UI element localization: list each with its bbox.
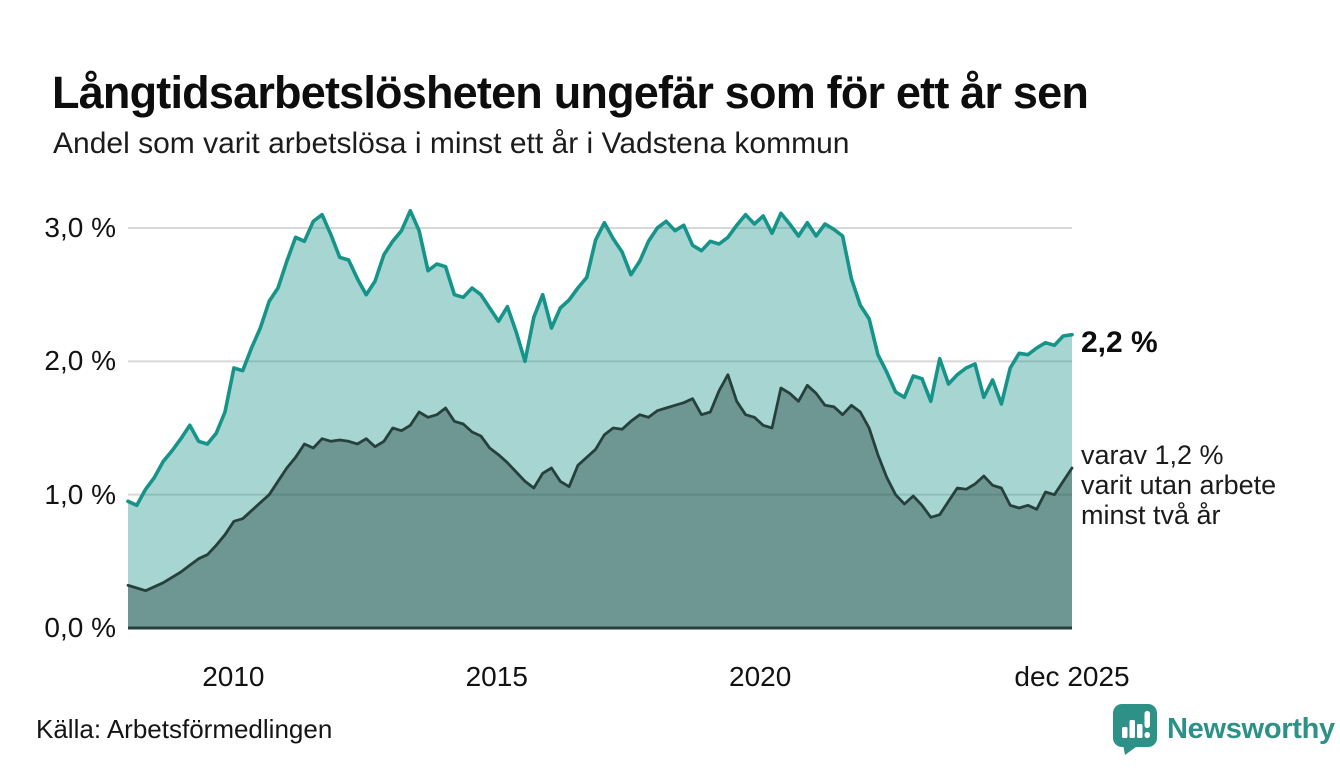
y-axis-tick-label: 2,0 % — [44, 345, 116, 377]
page-title: Långtidsarbetslösheten ungefär som för e… — [52, 67, 1089, 119]
newsworthy-logo: Newsworthy — [1112, 703, 1335, 755]
logo-exclamation-line — [1144, 711, 1150, 728]
series-line-one-year — [126, 208, 1074, 508]
x-axis-tick-label: 2020 — [728, 661, 792, 692]
source-label: Källa: Arbetsförmedlingen — [36, 714, 333, 744]
logo-bar-medium — [1137, 724, 1143, 738]
endpoint-secondary-label: varav 1,2 % varit utan arbete minst två … — [1081, 440, 1277, 530]
y-axis-tick-label: 3,0 % — [44, 212, 116, 243]
newsworthy-logo-text: Newsworthy — [1167, 712, 1335, 745]
newsworthy-logo-icon — [1113, 704, 1157, 755]
x-axis-tick-label: 2010 — [202, 661, 265, 692]
x-axis-tick-label: dec 2025 — [1014, 661, 1130, 692]
series-line-two-year — [126, 373, 1074, 593]
logo-exclamation-dot — [1144, 732, 1150, 738]
logo-bar-short — [1122, 727, 1128, 738]
series-area-two-year — [128, 374, 1072, 628]
x-axis-tick-label: 2015 — [465, 661, 528, 692]
y-axis-tick-label: 0,0 % — [44, 612, 116, 643]
y-axis-tick-label: 1,0 % — [44, 478, 116, 510]
chart-subtitle: Andel som varit arbetslösa i minst ett å… — [53, 127, 850, 160]
endpoint-value-label: 2,2 % — [1081, 326, 1158, 359]
series-area-one-year — [128, 210, 1072, 628]
logo-bar-tall — [1129, 720, 1135, 738]
